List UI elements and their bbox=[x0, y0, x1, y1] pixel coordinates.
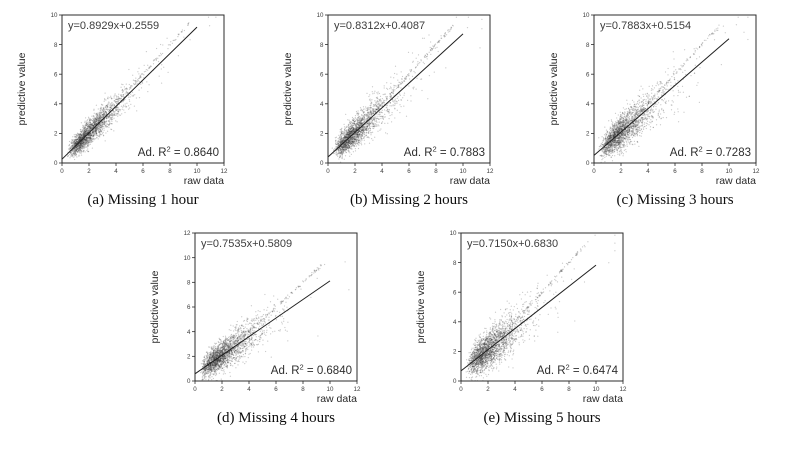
figure-caption-c: (c) Missing 3 hours bbox=[616, 192, 734, 208]
figure-caption-a: (a) Missing 1 hour bbox=[87, 192, 199, 208]
svg-text:4: 4 bbox=[54, 101, 58, 108]
svg-text:2: 2 bbox=[353, 168, 357, 175]
svg-text:4: 4 bbox=[380, 168, 384, 175]
figure-caption-e: (e) Missing 5 hours bbox=[483, 410, 601, 426]
svg-text:0: 0 bbox=[320, 160, 324, 167]
svg-text:12: 12 bbox=[487, 168, 494, 175]
figure-caption-b: (b) Missing 2 hours bbox=[350, 192, 468, 208]
figure-caption-d: (d) Missing 4 hours bbox=[217, 410, 335, 426]
figure-missing-5-hours: 0 2 4 6 8 10 12 0 2 4 6 8 10 y=0.7150x+0.6830 Ad. R2 =… bbox=[400, 223, 666, 427]
figure-missing-1-hour: 0 2 4 6 8 10 12 0 2 4 6 8 10 y=0.8929x+0.2559 Ad. R2 =… bbox=[1, 5, 267, 209]
svg-text:0: 0 bbox=[60, 168, 64, 175]
svg-text:2: 2 bbox=[54, 131, 58, 138]
svg-text:4: 4 bbox=[114, 168, 118, 175]
svg-text:Ad. R2 = 0.7883: Ad. R2 = 0.7883 bbox=[404, 145, 485, 160]
svg-text:8: 8 bbox=[434, 168, 438, 175]
svg-text:6: 6 bbox=[54, 71, 58, 78]
svg-text:y=0.8929x+0.2559: y=0.8929x+0.2559 bbox=[68, 20, 159, 32]
svg-text:predictive value: predictive value bbox=[16, 52, 28, 125]
svg-text:6: 6 bbox=[320, 71, 324, 78]
svg-text:6: 6 bbox=[141, 168, 145, 175]
figure-missing-4-hours: 0 2 4 6 8 10 12 0 2 4 6 8 10 12 y=0.7535x+0.5809 Ad. R2… bbox=[134, 223, 400, 427]
svg-text:8: 8 bbox=[320, 42, 324, 49]
svg-text:10: 10 bbox=[317, 12, 324, 19]
svg-text:Ad. R2 = 0.8640: Ad. R2 = 0.8640 bbox=[138, 145, 219, 160]
svg-text:8: 8 bbox=[54, 42, 58, 49]
scatter-plot-missing-2-hours: 0 2 4 6 8 10 12 0 2 4 6 8 10 y=0.8312x+0.4087 Ad. R2 =… bbox=[282, 12, 494, 187]
svg-text:10: 10 bbox=[460, 168, 467, 175]
svg-text:2: 2 bbox=[87, 168, 91, 175]
figure-row-bottom: 0 2 4 6 8 10 12 0 2 4 6 8 10 12 y=0.7535x+0.5809 Ad. R2… bbox=[0, 223, 800, 427]
figure-row-top: 0 2 4 6 8 10 12 0 2 4 6 8 10 y=0.8929x+0.2559 Ad. R2 =… bbox=[0, 5, 800, 209]
svg-text:10: 10 bbox=[194, 168, 201, 175]
svg-text:raw data: raw data bbox=[450, 175, 490, 187]
figure-missing-3-hours: 0 2 4 6 8 10 12 0 2 4 6 8 10 y=0.7883x+0.5154 Ad. R2 =… bbox=[533, 5, 799, 209]
svg-text:8: 8 bbox=[168, 168, 172, 175]
scatter-plot-missing-1-hour: 0 2 4 6 8 10 12 0 2 4 6 8 10 y=0.8929x+0.2559 Ad. R2 =… bbox=[16, 12, 228, 187]
svg-text:predictive value: predictive value bbox=[282, 52, 294, 125]
figure-missing-2-hours: 0 2 4 6 8 10 12 0 2 4 6 8 10 y=0.8312x+0.4087 Ad. R2 =… bbox=[267, 5, 533, 209]
svg-text:12: 12 bbox=[221, 168, 228, 175]
svg-text:raw data: raw data bbox=[184, 175, 224, 187]
svg-text:10: 10 bbox=[51, 12, 58, 19]
svg-text:0: 0 bbox=[54, 160, 58, 167]
svg-text:4: 4 bbox=[320, 101, 324, 108]
svg-text:6: 6 bbox=[407, 168, 411, 175]
svg-text:2: 2 bbox=[320, 131, 324, 138]
svg-text:y=0.8312x+0.4087: y=0.8312x+0.4087 bbox=[334, 20, 425, 32]
svg-text:0: 0 bbox=[326, 168, 330, 175]
